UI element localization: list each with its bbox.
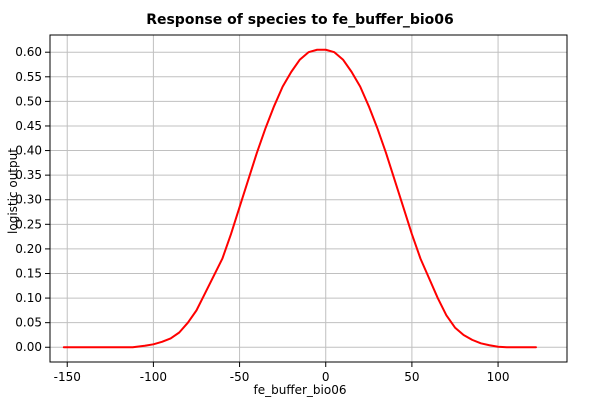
grid-lines	[50, 35, 567, 362]
x-tick-label: -150	[54, 370, 81, 384]
y-tick-label: 0.20	[15, 242, 42, 256]
chart-title: Response of species to fe_buffer_bio06	[146, 12, 454, 28]
x-axis-label: fe_buffer_bio06	[253, 383, 347, 397]
y-tick-label: 0.35	[15, 168, 42, 182]
y-tick-label: 0.45	[15, 119, 42, 133]
x-tick-label: -50	[230, 370, 250, 384]
x-tick-label: 50	[404, 370, 419, 384]
y-tick-label: 0.60	[15, 45, 42, 59]
y-tick-label: 0.55	[15, 70, 42, 84]
y-tick-label: 0.40	[15, 144, 42, 158]
series-line-response	[62, 48, 537, 349]
y-tick-label: 0.50	[15, 94, 42, 108]
axis-ticks: -150 -100 -50 0 50 100 0.00 0.05 0.10 0.15 0.20 0.2…	[15, 45, 509, 384]
x-tick-label: 100	[487, 370, 510, 384]
y-tick-label: 0.25	[15, 217, 42, 231]
x-tick-label: -100	[140, 370, 167, 384]
y-tick-label: 0.15	[15, 266, 42, 280]
y-tick-label: 0.30	[15, 193, 42, 207]
y-tick-label: 0.00	[15, 340, 42, 354]
y-tick-label: 0.10	[15, 291, 42, 305]
y-tick-label: 0.05	[15, 316, 42, 330]
plot-frame	[49, 34, 568, 363]
x-tick-label: 0	[322, 370, 330, 384]
